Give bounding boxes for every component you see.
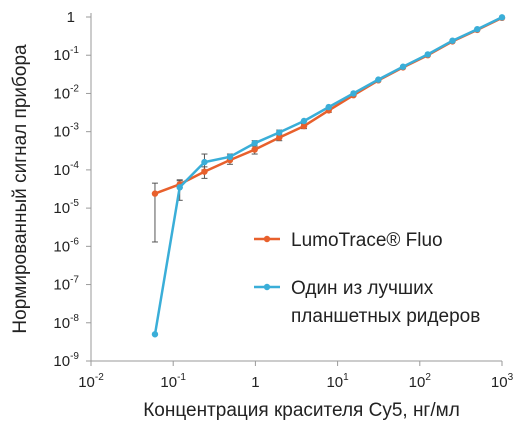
x-tick-label: 10-2: [78, 372, 104, 391]
axes: [86, 13, 503, 366]
series: [151, 14, 506, 338]
x-tick-label: 1: [251, 374, 259, 391]
legend-label-line-1: Один из лучших: [291, 278, 434, 299]
data-point: [399, 63, 407, 70]
x-tick-label: 102: [409, 372, 432, 391]
y-tick-label: 10-7: [53, 275, 79, 294]
data-point: [151, 190, 159, 197]
y-tick-label: 10-2: [53, 83, 79, 102]
data-point: [449, 37, 456, 44]
data-point: [176, 184, 183, 191]
data-point: [251, 139, 258, 147]
legend-item-plate-reader: Один из лучших планшетных ридеров: [254, 278, 480, 327]
data-point: [375, 76, 382, 83]
y-axis-title: Нормированный сигнал прибора: [10, 44, 31, 334]
data-point: [498, 14, 506, 21]
data-point: [325, 103, 332, 111]
data-point: [276, 129, 283, 136]
data-point: [350, 90, 357, 97]
y-tick-label: 10-8: [53, 313, 79, 332]
y-tick-label: 1: [67, 9, 75, 26]
legend-swatch-marker: [263, 235, 271, 243]
tick-labels: 1 10-1 10-2 10-3 10-4 10-5 10-6 10-7 10-8 10-9 10-…: [53, 9, 513, 391]
data-point: [151, 331, 159, 338]
data-point: [300, 122, 308, 130]
data-point: [276, 134, 283, 141]
legend-swatch-marker: [263, 283, 271, 291]
data-point: [300, 117, 308, 125]
data-point: [251, 146, 258, 153]
x-tick-label: 101: [326, 372, 349, 391]
legend: LumoTrace® Fluo Один из лучших планшетны…: [254, 230, 480, 327]
data-point: [201, 168, 208, 175]
x-tick-label: 10-1: [160, 372, 186, 391]
y-tick-label: 10-5: [53, 198, 79, 217]
y-tick-label: 10-4: [53, 160, 79, 179]
x-axis-title: Концентрация красителя Cy5, нг/мл: [143, 400, 460, 421]
y-tick-label: 10-6: [53, 236, 79, 255]
x-tick-label: 103: [491, 372, 514, 391]
y-tick-label: 10-3: [53, 122, 79, 141]
legend-label-line-2: планшетных ридеров: [291, 306, 480, 327]
data-point: [424, 51, 431, 58]
data-point: [226, 153, 234, 161]
legend-item-lumotrace: LumoTrace® Fluo: [254, 230, 443, 251]
y-tick-label: 10-9: [53, 351, 79, 370]
data-point: [474, 25, 481, 33]
legend-label: LumoTrace® Fluo: [291, 230, 443, 251]
data-point: [201, 158, 208, 166]
y-tick-label: 10-1: [53, 45, 79, 64]
